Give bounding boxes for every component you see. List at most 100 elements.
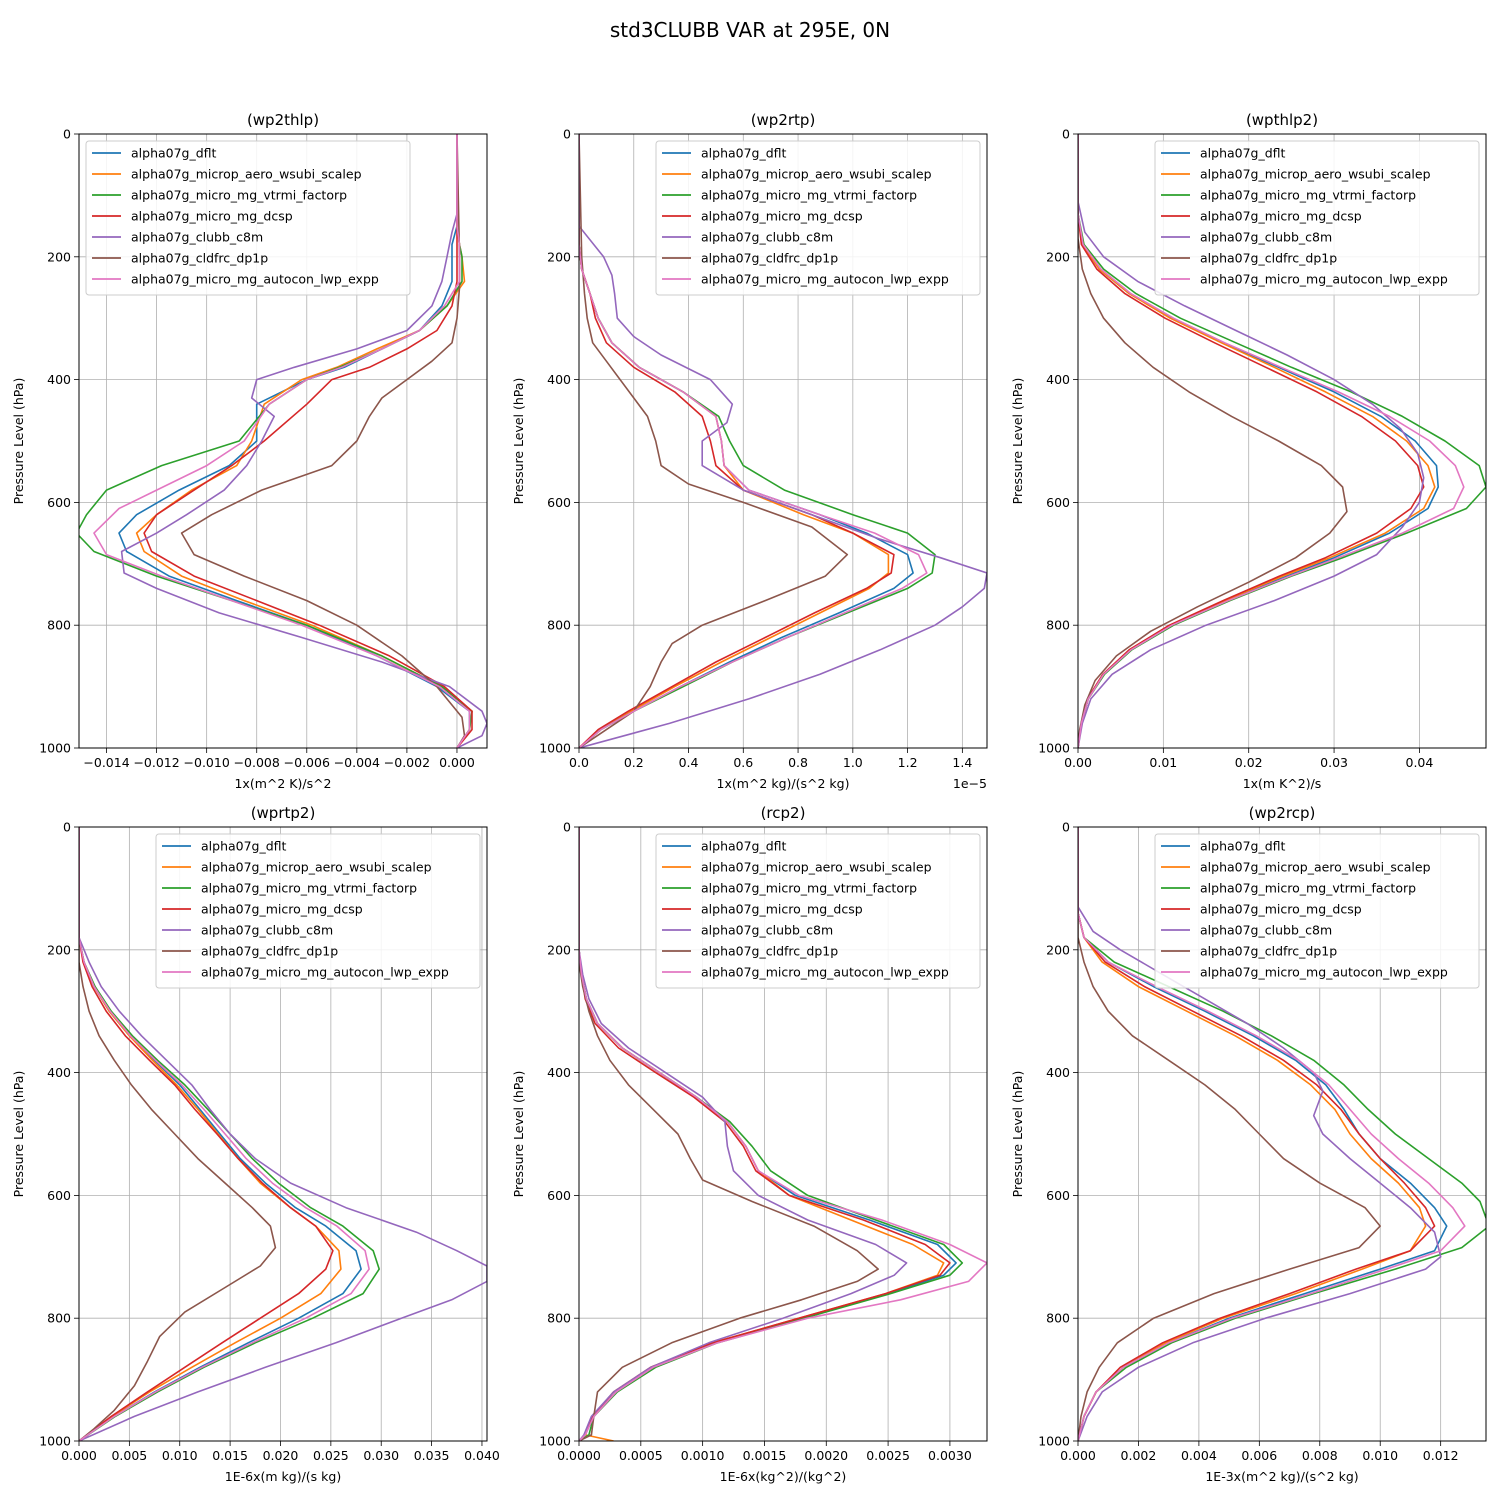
x-tick-label: −0.010: [184, 755, 230, 770]
y-tick-label: 200: [47, 249, 71, 264]
axes-frame: [1077, 133, 1487, 749]
legend-entry: alpha07g_micro_mg_autocon_lwp_expp: [701, 965, 949, 980]
legend-box: [655, 140, 981, 296]
chart-panel-3: 0.00 0.01 0.02 0.03 0.04 0 200 400 600 800 1000 (wp…: [1010, 111, 1487, 791]
y-axis-label: Pressure Level (hPa): [1010, 378, 1025, 505]
x-tick-label: −0.006: [284, 755, 330, 770]
legend-entry: alpha07g_micro_mg_dcsp: [131, 209, 293, 224]
series-line-alpha07g_micro_mg_dcsp: [1078, 134, 1425, 748]
x-tick-label: 0.025: [313, 1448, 349, 1463]
legend-entry: alpha07g_micro_mg_vtrmi_factorp: [701, 881, 917, 896]
y-tick-label: 800: [1046, 618, 1070, 633]
legend-entry: alpha07g_clubb_c8m: [201, 923, 333, 938]
legend-box: [155, 833, 481, 989]
legend: alpha07g_dflt alpha07g_microp_aero_wsubi_…: [1154, 833, 1480, 989]
legend-entry: alpha07g_clubb_c8m: [1200, 230, 1332, 245]
legend-entry: alpha07g_clubb_c8m: [131, 230, 263, 245]
y-tick-label: 600: [1046, 495, 1070, 510]
x-axis-label: 1E-6x(kg^2)/(kg^2): [720, 1469, 847, 1484]
legend-entry: alpha07g_dflt: [1200, 146, 1286, 161]
figure-title: std3CLUBB VAR at 295E, 0N: [610, 18, 890, 42]
legend-entry: alpha07g_microp_aero_wsubi_scalep: [131, 167, 362, 182]
panel-title: (wprtp2): [251, 804, 316, 822]
x-tick-label: 1.2: [898, 755, 918, 770]
x-tick-label: 0.005: [111, 1448, 147, 1463]
y-tick-label: 600: [1046, 1188, 1070, 1203]
legend-entry: alpha07g_micro_mg_dcsp: [701, 209, 863, 224]
x-offset-label: 1e−5: [953, 776, 987, 791]
series-line-alpha07g_cldfrc_dp1p: [1078, 134, 1348, 748]
legend-entry: alpha07g_dflt: [701, 839, 787, 854]
x-tick-label: −0.002: [384, 755, 430, 770]
series-line-alpha07g_clubb_c8m: [79, 827, 487, 1441]
legend-entry: alpha07g_micro_mg_vtrmi_factorp: [201, 881, 417, 896]
series-line-alpha07g_micro_mg_autocon_lwp_expp: [579, 134, 928, 748]
y-tick-label: 0: [63, 127, 71, 142]
legend-entry: alpha07g_microp_aero_wsubi_scalep: [701, 167, 932, 182]
legend-entry: alpha07g_micro_mg_dcsp: [201, 902, 363, 917]
y-tick-label: 400: [547, 372, 571, 387]
axes-frame: [78, 826, 488, 1442]
legend-entry: alpha07g_micro_mg_vtrmi_factorp: [701, 188, 917, 203]
y-tick-label: 200: [1046, 249, 1070, 264]
y-tick-label: 200: [547, 249, 571, 264]
legend-entry: alpha07g_clubb_c8m: [701, 923, 833, 938]
x-axis-label: 1x(m^2 K)/s^2: [234, 776, 331, 791]
series-line-alpha07g_micro_mg_dcsp: [79, 827, 334, 1441]
legend-entry: alpha07g_micro_mg_autocon_lwp_expp: [201, 965, 449, 980]
legend-entry: alpha07g_micro_mg_autocon_lwp_expp: [1200, 272, 1448, 287]
y-tick-label: 1000: [1038, 741, 1070, 756]
chart-panel-4: 0.000 0.005 0.010 0.015 0.020 0.025 0.030 0.035…: [11, 804, 500, 1484]
legend-entry: alpha07g_micro_mg_autocon_lwp_expp: [701, 272, 949, 287]
y-tick-label: 0: [63, 820, 71, 835]
x-tick-label: 0.010: [1362, 1448, 1398, 1463]
x-tick-label: 0.0020: [804, 1448, 848, 1463]
legend-entry: alpha07g_micro_mg_dcsp: [701, 902, 863, 917]
legend-entry: alpha07g_dflt: [201, 839, 287, 854]
legend: alpha07g_dflt alpha07g_microp_aero_wsubi_…: [655, 140, 981, 296]
chart-panel-1: −0.014 −0.012 −0.010 −0.008 −0.006 −0.004 −0.0…: [11, 111, 488, 791]
x-tick-label: 0.2: [624, 755, 644, 770]
x-tick-label: 0.010: [162, 1448, 198, 1463]
x-tick-label: 0.0000: [557, 1448, 601, 1463]
legend-entry: alpha07g_micro_mg_dcsp: [1200, 902, 1362, 917]
legend-entry: alpha07g_micro_mg_vtrmi_factorp: [131, 188, 347, 203]
y-tick-label: 800: [547, 1311, 571, 1326]
y-tick-label: 600: [547, 495, 571, 510]
legend-box: [655, 833, 981, 989]
x-tick-label: 0.006: [1241, 1448, 1277, 1463]
y-tick-label: 1000: [39, 1434, 71, 1449]
x-tick-label: 0.0010: [681, 1448, 725, 1463]
axes-frame: [578, 826, 988, 1442]
y-tick-label: 600: [47, 495, 71, 510]
x-tick-label: 0.04: [1406, 755, 1434, 770]
x-tick-label: −0.014: [83, 755, 129, 770]
legend-entry: alpha07g_micro_mg_autocon_lwp_expp: [1200, 965, 1448, 980]
legend-entry: alpha07g_clubb_c8m: [701, 230, 833, 245]
x-tick-label: 0.035: [414, 1448, 450, 1463]
y-tick-label: 200: [1046, 942, 1070, 957]
panel-title: (rcp2): [761, 804, 806, 822]
series-line-alpha07g_micro_mg_autocon_lwp_expp: [579, 827, 987, 1441]
y-tick-label: 0: [1062, 820, 1070, 835]
panel-title: (wp2thlp): [247, 111, 319, 129]
x-tick-label: 0.008: [1302, 1448, 1338, 1463]
series-line-alpha07g_cldfrc_dp1p: [79, 827, 277, 1441]
y-tick-label: 800: [47, 1311, 71, 1326]
y-tick-label: 800: [47, 618, 71, 633]
x-tick-label: 0.0005: [619, 1448, 663, 1463]
x-tick-label: 0.4: [679, 755, 699, 770]
series-line-alpha07g_micro_mg_vtrmi_factorp: [79, 134, 473, 748]
y-axis-label: Pressure Level (hPa): [511, 1071, 526, 1198]
legend: alpha07g_dflt alpha07g_microp_aero_wsubi_…: [155, 833, 481, 989]
legend-entry: alpha07g_microp_aero_wsubi_scalep: [1200, 860, 1431, 875]
x-tick-label: 0.015: [212, 1448, 248, 1463]
y-axis-label: Pressure Level (hPa): [1010, 1071, 1025, 1198]
axes-frame: [578, 133, 988, 749]
series-line-alpha07g_micro_mg_dcsp: [143, 134, 473, 748]
legend-entry: alpha07g_cldfrc_dp1p: [1200, 251, 1337, 266]
series-line-alpha07g_clubb_c8m: [1078, 134, 1425, 748]
axes-frame: [1077, 826, 1487, 1442]
chart-panel-6: 0.000 0.002 0.004 0.006 0.008 0.010 0.012 0 200 4…: [1010, 804, 1487, 1484]
legend-entry: alpha07g_micro_mg_dcsp: [1200, 209, 1362, 224]
